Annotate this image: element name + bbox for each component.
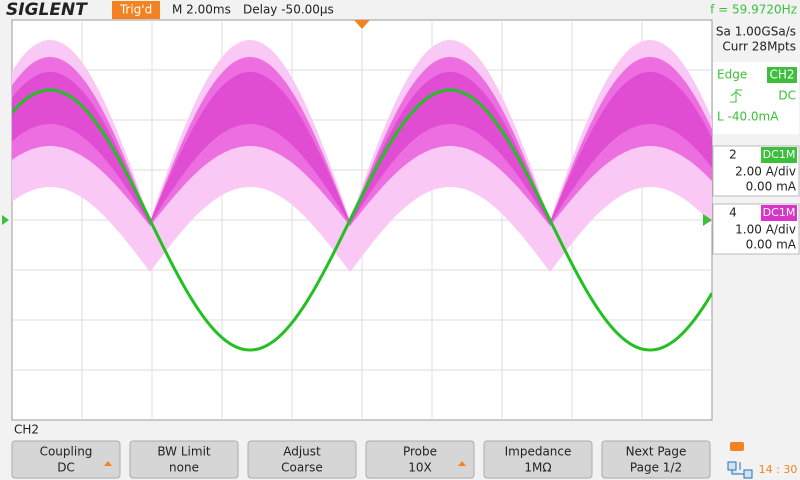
adjust-arrow (458, 461, 466, 466)
menu-button-value: Coarse (281, 461, 323, 475)
menu-button-label: Coupling (40, 445, 93, 459)
menu-button-label: BW Limit (157, 445, 211, 459)
menu-button-label: Impedance (505, 445, 572, 459)
channel-impedance: DC1M (763, 148, 796, 161)
menu-button-label: Adjust (283, 445, 321, 459)
menu-button[interactable] (247, 440, 357, 479)
frequency: f = 59.9720Hz (710, 3, 797, 17)
trigger-level-marker (703, 214, 712, 226)
menu-button-value: none (169, 461, 199, 475)
ch2-offset-marker (2, 215, 9, 225)
timebase: M 2.00ms (172, 3, 231, 17)
trigger-coupling: DC (778, 89, 796, 103)
channel-offset: 0.00 mA (746, 238, 797, 252)
menu-button-label: Probe (403, 445, 437, 459)
memory-depth: Curr 28Mpts (722, 40, 796, 54)
ch4-envelope (12, 40, 712, 272)
menu-button-value: 10X (408, 461, 432, 475)
trigger-level: L -40.0mA (717, 110, 779, 124)
trigger-position-marker (354, 20, 370, 29)
menu-button-value: DC (57, 461, 75, 475)
menu-title: CH2 (14, 423, 39, 437)
trigger-status-box (112, 1, 160, 19)
trigger-source-box (767, 67, 797, 83)
menu-button[interactable] (601, 440, 711, 479)
channel-impedance-box (761, 147, 797, 163)
network-icon (727, 461, 753, 479)
menu-button[interactable] (483, 440, 593, 479)
channel-scale: 2.00 A/div (735, 165, 796, 179)
menu-button[interactable] (11, 440, 121, 479)
channel-number: 2 (729, 148, 737, 162)
channel-number: 4 (729, 206, 737, 220)
menu-buttons: Coupling DC BW Limit none Adjust Coarse Probe 1… (11, 440, 711, 479)
menu-button[interactable] (129, 440, 239, 479)
brand: SIGLENT (6, 0, 88, 20)
menu-button-value: 1MΩ (524, 461, 551, 475)
delay: Delay -50.00μs (243, 3, 334, 17)
channel-offset: 0.00 mA (746, 180, 797, 194)
trigger-source: CH2 (769, 68, 794, 82)
trigger-status: Trig'd (119, 3, 152, 17)
channel-impedance-box (761, 205, 797, 221)
channel-scale: 1.00 A/div (735, 223, 796, 237)
ch4-envelope-core (12, 72, 712, 224)
battery-icon (730, 442, 744, 451)
waveforms (12, 40, 712, 352)
clock: 14 : 30 (759, 463, 798, 476)
channel-impedance: DC1M (763, 206, 796, 219)
trigger-type: Edge (717, 68, 747, 82)
menu-button-label: Next Page (626, 445, 687, 459)
ch2-trace (12, 88, 712, 352)
adjust-arrow (104, 461, 112, 466)
sample-rate: Sa 1.00GSa/s (716, 25, 796, 39)
edge-slope-icon (730, 89, 742, 103)
menu-button-value: Page 1/2 (630, 461, 682, 475)
menu-button[interactable] (365, 440, 475, 479)
